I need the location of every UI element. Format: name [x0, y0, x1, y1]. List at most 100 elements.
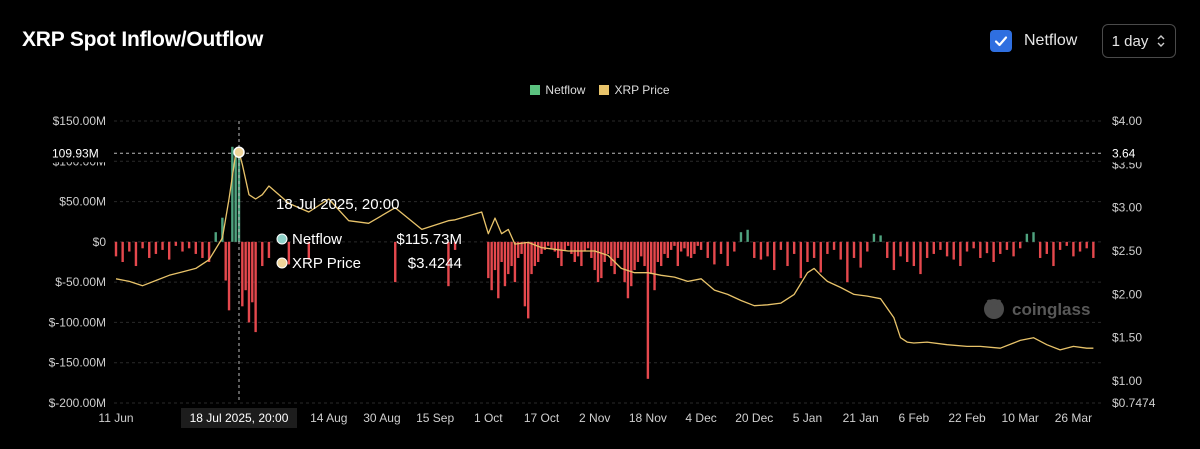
netflow-bar: [699, 241, 703, 250]
netflow-bar: [227, 241, 231, 311]
netflow-bar: [234, 149, 237, 242]
legend-swatch-xrp-price: [599, 85, 610, 95]
netflow-bar: [879, 235, 882, 242]
netflow-bar: [1058, 241, 1062, 250]
netflow-bar: [799, 241, 803, 279]
coinglass-logo-icon: [984, 299, 1004, 319]
netflow-bar: [600, 241, 603, 279]
crosshair-right-label: 3.64: [1112, 146, 1136, 160]
netflow-bar: [527, 241, 530, 319]
interval-select[interactable]: 1 day: [1102, 24, 1176, 58]
legend-item-xrp-price[interactable]: XRP Price: [599, 83, 670, 97]
netflow-bar: [1092, 241, 1095, 258]
y-left-tick-label: $-100.00M: [49, 315, 106, 329]
netflow-bar: [683, 241, 686, 249]
netflow-bar: [500, 241, 503, 262]
netflow-bar: [1085, 241, 1088, 249]
x-tick-label: 11 Jun: [98, 411, 133, 425]
netflow-bar: [965, 241, 969, 252]
netflow-bar: [726, 241, 729, 267]
netflow-bar: [121, 241, 124, 262]
coinglass-logo-ears: [986, 299, 1002, 306]
netflow-bar: [852, 241, 856, 258]
tooltip-series-name: Netflow: [292, 231, 342, 248]
netflow-bar: [214, 232, 217, 242]
netflow-bar: [503, 241, 507, 287]
netflow-bar: [241, 241, 244, 307]
netflow-bar: [779, 241, 783, 250]
netflow-bar: [141, 241, 144, 249]
netflow-bar: [530, 241, 533, 275]
up-down-chevron-icon: [1157, 35, 1165, 47]
y-left-tick-label: $50.00M: [59, 195, 106, 209]
netflow-bar: [453, 241, 457, 250]
netflow-bar: [490, 241, 493, 291]
netflow-bar: [267, 241, 271, 258]
netflow-bar: [543, 241, 547, 250]
netflow-bar: [653, 241, 656, 291]
netflow-bar: [925, 241, 929, 258]
netflow-bar: [576, 241, 580, 257]
netflow-bar: [679, 241, 683, 252]
netflow-bar: [181, 241, 184, 252]
netflow-bar: [560, 241, 563, 267]
xrp-price-line: [115, 151, 1094, 351]
y-right-tick-label: $3.00: [1112, 201, 1142, 215]
crosshair-x-label-bg: [181, 408, 297, 428]
netflow-bar: [640, 241, 643, 257]
netflow-bar: [590, 241, 593, 258]
netflow-bar: [596, 241, 600, 283]
x-tick-label: 14 Aug: [310, 411, 347, 425]
netflow-bar: [999, 241, 1002, 254]
netflow-bar: [952, 241, 955, 260]
netflow-bar: [580, 241, 583, 267]
netflow-bar: [706, 241, 709, 258]
netflow-bar: [693, 241, 696, 254]
y-right-tick-label: $4.00: [1112, 114, 1142, 128]
netflow-bar: [1032, 232, 1035, 242]
netflow-bar: [919, 241, 922, 275]
netflow-bar: [247, 241, 251, 323]
y-right-tick-label: $1.50: [1112, 331, 1142, 345]
netflow-bar: [167, 241, 171, 260]
netflow-bar: [128, 241, 131, 252]
netflow-bar: [669, 241, 673, 250]
netflow-bar: [932, 241, 935, 254]
legend-item-netflow[interactable]: Netflow: [530, 83, 585, 97]
netflow-bar: [719, 241, 723, 254]
netflow-bar: [819, 241, 822, 273]
y-left-tick-label: $150.00M: [53, 114, 106, 128]
legend-label-netflow: Netflow: [545, 83, 586, 97]
coinglass-watermark-text: coinglass: [1012, 300, 1090, 319]
netflow-checkbox[interactable]: [990, 30, 1012, 52]
netflow-bar: [806, 241, 809, 262]
netflow-bar: [766, 241, 769, 257]
netflow-bar: [201, 241, 204, 258]
netflow-bar: [231, 146, 234, 242]
netflow-bar: [570, 241, 573, 254]
x-tick-label: 10 Mar: [1002, 411, 1039, 425]
netflow-bar: [985, 241, 989, 254]
netflow-toggle[interactable]: Netflow: [990, 30, 1077, 52]
netflow-bar: [892, 241, 896, 271]
netflow-bar: [959, 241, 962, 267]
y-left-tick-label: $0: [93, 235, 107, 249]
netflow-bar: [161, 241, 164, 250]
netflow-bar: [613, 241, 616, 275]
legend-swatch-netflow: [530, 85, 541, 95]
netflow-bar: [583, 241, 586, 252]
netflow-bar: [650, 241, 653, 275]
tooltip-dot: [276, 233, 288, 245]
netflow-bar: [566, 241, 570, 246]
netflow-bar: [620, 241, 623, 250]
netflow-bar: [859, 241, 862, 268]
netflow-bar: [287, 241, 291, 265]
x-tick-label: 17 Oct: [524, 411, 560, 425]
netflow-bar: [646, 241, 650, 379]
netflow-bar: [826, 241, 829, 254]
x-tick-label: 2 Nov: [579, 411, 610, 425]
netflow-bar: [493, 241, 497, 271]
netflow-bar: [713, 241, 716, 265]
netflow-bar: [666, 241, 670, 258]
